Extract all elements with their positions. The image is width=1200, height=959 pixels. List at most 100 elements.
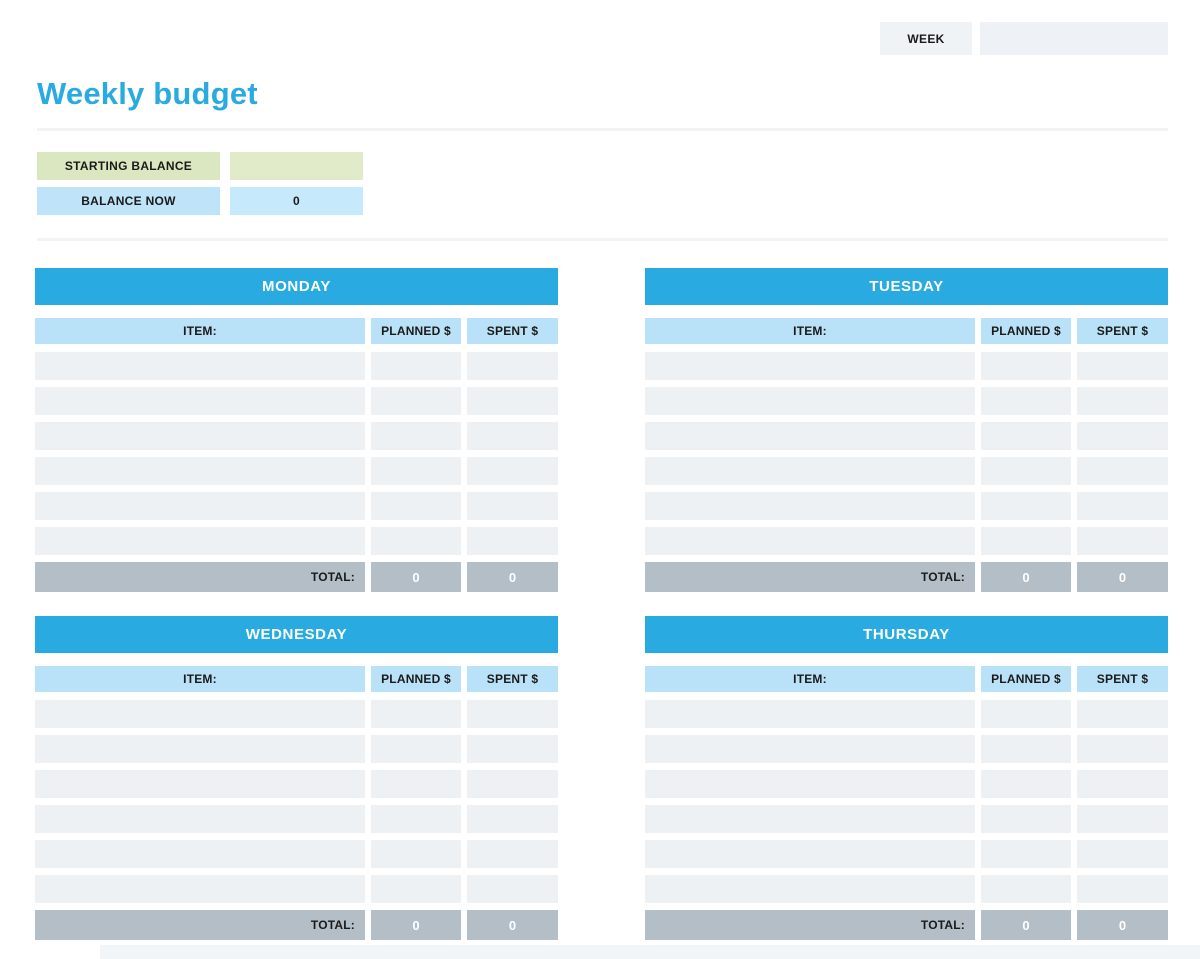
item-cell[interactable] xyxy=(35,805,365,833)
item-cell[interactable] xyxy=(35,840,365,868)
spent-cell[interactable] xyxy=(467,457,558,485)
planned-cell[interactable] xyxy=(371,387,461,415)
planned-cell[interactable] xyxy=(371,352,461,380)
spent-cell[interactable] xyxy=(467,840,558,868)
item-cell[interactable] xyxy=(35,770,365,798)
item-cell[interactable] xyxy=(645,735,975,763)
table-row xyxy=(645,422,1168,450)
starting-balance-value-cell[interactable] xyxy=(230,152,363,180)
planned-cell[interactable] xyxy=(371,805,461,833)
spent-cell[interactable] xyxy=(467,735,558,763)
day-table-wednesday: WEDNESDAY ITEM: PLANNED $ SPENT $ TOTAL:… xyxy=(35,616,558,940)
day-rows xyxy=(35,352,558,555)
spent-cell[interactable] xyxy=(1077,875,1168,903)
spent-cell[interactable] xyxy=(1077,700,1168,728)
item-cell[interactable] xyxy=(645,700,975,728)
item-cell[interactable] xyxy=(645,492,975,520)
spent-cell[interactable] xyxy=(1077,527,1168,555)
item-cell[interactable] xyxy=(645,840,975,868)
item-cell[interactable] xyxy=(35,700,365,728)
item-cell[interactable] xyxy=(35,422,365,450)
item-cell[interactable] xyxy=(645,527,975,555)
starting-balance-label: STARTING BALANCE xyxy=(37,152,220,180)
planned-cell[interactable] xyxy=(981,492,1071,520)
item-cell[interactable] xyxy=(645,387,975,415)
item-cell[interactable] xyxy=(645,352,975,380)
spent-cell[interactable] xyxy=(467,422,558,450)
planned-cell[interactable] xyxy=(981,875,1071,903)
planned-cell[interactable] xyxy=(981,352,1071,380)
planned-cell[interactable] xyxy=(371,527,461,555)
spent-cell[interactable] xyxy=(1077,457,1168,485)
item-cell[interactable] xyxy=(35,492,365,520)
day-rows xyxy=(645,352,1168,555)
spent-cell[interactable] xyxy=(1077,352,1168,380)
total-spent-value: 0 xyxy=(467,910,558,940)
table-row xyxy=(35,527,558,555)
total-spent-value: 0 xyxy=(1077,562,1168,592)
planned-cell[interactable] xyxy=(371,422,461,450)
total-label: TOTAL: xyxy=(645,562,975,592)
spent-cell[interactable] xyxy=(467,352,558,380)
balance-now-label: BALANCE NOW xyxy=(37,187,220,215)
planned-cell[interactable] xyxy=(371,770,461,798)
planned-cell[interactable] xyxy=(371,457,461,485)
item-cell[interactable] xyxy=(35,387,365,415)
spent-cell[interactable] xyxy=(467,805,558,833)
item-cell[interactable] xyxy=(645,770,975,798)
planned-cell[interactable] xyxy=(981,805,1071,833)
total-row: TOTAL: 0 0 xyxy=(35,910,558,940)
spent-cell[interactable] xyxy=(1077,422,1168,450)
planned-cell[interactable] xyxy=(981,700,1071,728)
planned-cell[interactable] xyxy=(371,700,461,728)
planned-cell[interactable] xyxy=(981,527,1071,555)
planned-cell[interactable] xyxy=(371,875,461,903)
column-header-row: ITEM: PLANNED $ SPENT $ xyxy=(645,318,1168,344)
day-table-thursday: THURSDAY ITEM: PLANNED $ SPENT $ TOTAL: … xyxy=(645,616,1168,940)
divider xyxy=(37,128,1168,131)
spent-cell[interactable] xyxy=(1077,735,1168,763)
planned-cell[interactable] xyxy=(981,735,1071,763)
spent-cell[interactable] xyxy=(1077,840,1168,868)
planned-cell[interactable] xyxy=(981,840,1071,868)
item-cell[interactable] xyxy=(35,457,365,485)
item-cell[interactable] xyxy=(35,527,365,555)
item-cell[interactable] xyxy=(35,735,365,763)
total-label: TOTAL: xyxy=(645,910,975,940)
total-row: TOTAL: 0 0 xyxy=(645,910,1168,940)
spent-cell[interactable] xyxy=(1077,805,1168,833)
planned-cell[interactable] xyxy=(371,735,461,763)
item-cell[interactable] xyxy=(645,805,975,833)
planned-cell[interactable] xyxy=(371,840,461,868)
item-cell[interactable] xyxy=(35,875,365,903)
week-value-cell[interactable] xyxy=(980,22,1168,55)
spent-cell[interactable] xyxy=(467,527,558,555)
spent-cell[interactable] xyxy=(467,700,558,728)
column-header-item: ITEM: xyxy=(645,666,975,692)
item-cell[interactable] xyxy=(35,352,365,380)
table-row xyxy=(35,735,558,763)
spent-cell[interactable] xyxy=(467,387,558,415)
total-row: TOTAL: 0 0 xyxy=(645,562,1168,592)
planned-cell[interactable] xyxy=(981,387,1071,415)
table-row xyxy=(35,492,558,520)
column-header-row: ITEM: PLANNED $ SPENT $ xyxy=(35,318,558,344)
table-row xyxy=(645,492,1168,520)
item-cell[interactable] xyxy=(645,422,975,450)
spent-cell[interactable] xyxy=(1077,770,1168,798)
spent-cell[interactable] xyxy=(467,875,558,903)
spent-cell[interactable] xyxy=(467,770,558,798)
spent-cell[interactable] xyxy=(1077,387,1168,415)
table-row xyxy=(645,735,1168,763)
planned-cell[interactable] xyxy=(371,492,461,520)
item-cell[interactable] xyxy=(645,875,975,903)
spent-cell[interactable] xyxy=(467,492,558,520)
day-rows xyxy=(35,700,558,903)
column-header-item: ITEM: xyxy=(35,318,365,344)
column-header-item: ITEM: xyxy=(35,666,365,692)
planned-cell[interactable] xyxy=(981,457,1071,485)
item-cell[interactable] xyxy=(645,457,975,485)
planned-cell[interactable] xyxy=(981,422,1071,450)
planned-cell[interactable] xyxy=(981,770,1071,798)
spent-cell[interactable] xyxy=(1077,492,1168,520)
